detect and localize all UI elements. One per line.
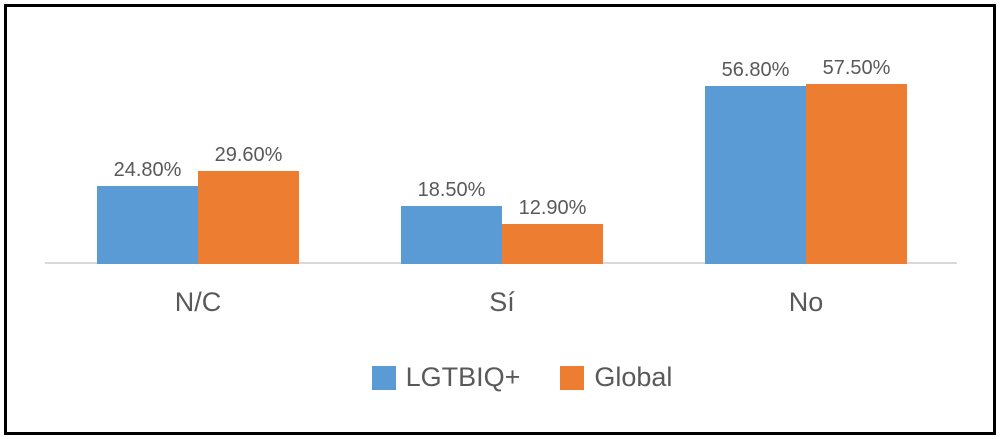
bar-value-label: 24.80%: [113, 159, 182, 182]
category-label-nc: N/C: [174, 287, 222, 317]
bar-lgtbiq-si: [401, 206, 502, 264]
chart-frame: 24.80% 29.60% 18.50% 12.90% 56.80%: [4, 4, 996, 435]
bar-col-global-si: 12.90%: [502, 197, 603, 264]
bar-value-label: 56.80%: [721, 59, 790, 82]
bar-value-label: 29.60%: [214, 144, 283, 167]
bar-col-lgtbiq-si: 18.50%: [401, 179, 502, 264]
legend-label-global: Global: [594, 362, 673, 392]
bar-global-si: [502, 223, 603, 264]
legend-item-lgtbiq: LGTBIQ+: [371, 362, 521, 393]
bar-col-lgtbiq-nc: 24.80%: [97, 159, 198, 264]
bar-value-label: 18.50%: [417, 179, 486, 202]
legend-swatch-global-icon: [560, 365, 585, 390]
bar-lgtbiq-no: [705, 86, 806, 264]
category-label-no: No: [788, 287, 824, 317]
legend-swatch-lgtbiq-icon: [371, 365, 396, 390]
category-group-no: 56.80% 57.50%: [705, 57, 907, 264]
bar-global-nc: [198, 171, 299, 264]
bar-value-label: 57.50%: [822, 57, 891, 79]
category-group-nc: 24.80% 29.60%: [97, 144, 299, 264]
legend-item-global: Global: [560, 362, 672, 393]
bar-col-lgtbiq-no: 56.80%: [705, 59, 806, 264]
bar-col-global-no: 57.50%: [806, 57, 907, 264]
category-label-si: Sí: [489, 287, 515, 317]
legend: LGTBIQ+ Global: [29, 362, 1000, 393]
bar-lgtbiq-nc: [97, 186, 198, 264]
category-group-si: 18.50% 12.90%: [401, 179, 603, 264]
bar-col-global-nc: 29.60%: [198, 144, 299, 264]
bar-global-no: [806, 84, 907, 264]
legend-label-lgtbiq: LGTBIQ+: [405, 362, 521, 392]
bar-value-label: 12.90%: [518, 196, 587, 219]
